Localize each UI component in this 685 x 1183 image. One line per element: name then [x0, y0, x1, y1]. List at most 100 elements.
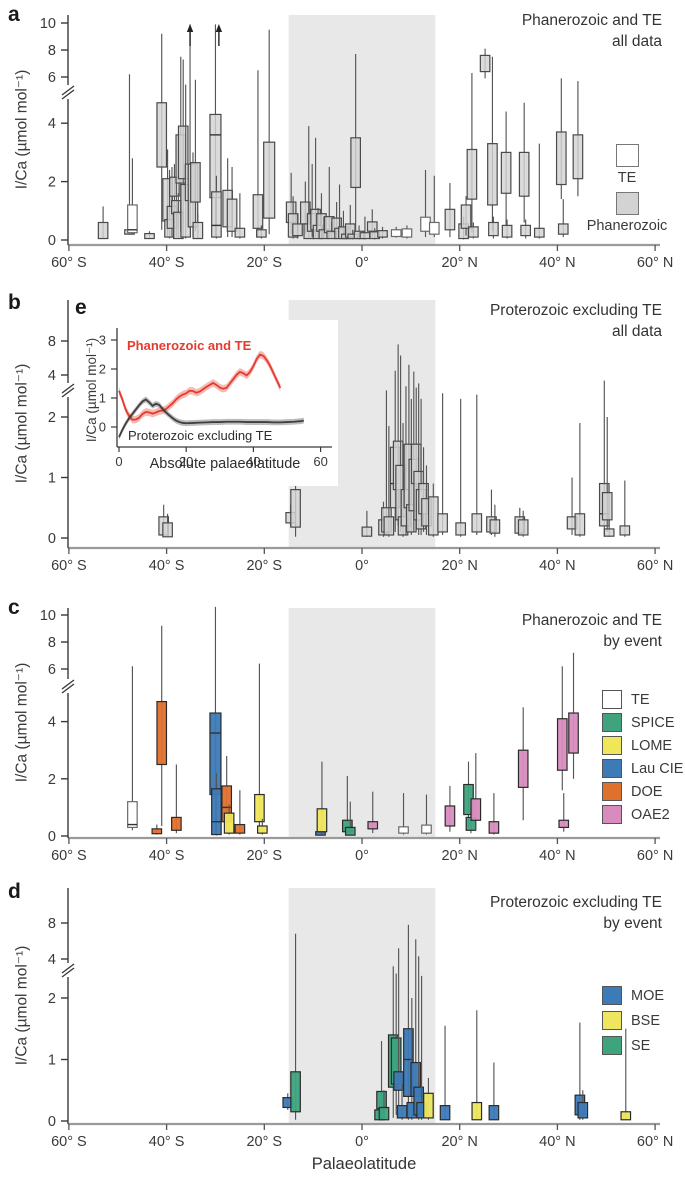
Phanerozoic-box: [377, 230, 388, 238]
legend-swatch-doe: [602, 782, 622, 801]
y-tick-label: 4: [48, 116, 56, 132]
BSE-box: [471, 1101, 483, 1121]
Proterozoic-box: [290, 489, 301, 528]
Phanerozoic-box: [500, 151, 512, 194]
TE-box: [390, 229, 402, 238]
inset-x-tick-label: 0: [115, 454, 122, 469]
Phanerozoic-box: [209, 113, 222, 199]
y-tick-label: 6: [48, 70, 56, 86]
LOME-box: [316, 808, 328, 833]
Phanerozoic-box: [466, 148, 478, 200]
y-tick-label: 6: [48, 662, 56, 678]
SPICE-box: [344, 826, 356, 836]
legend-label-te: TE: [617, 170, 637, 186]
Phanerozoic-box: [366, 221, 378, 232]
x-tick-label: 20° N: [441, 848, 477, 864]
x-tick-label: 20° N: [441, 255, 477, 271]
MOE-box: [488, 1105, 500, 1121]
axis-break-slash: [61, 89, 75, 100]
SE-box: [290, 1071, 301, 1113]
y-tick-label: 2: [48, 410, 56, 426]
Phanerozoic-box: [263, 141, 276, 219]
Proterozoic-box: [574, 513, 586, 536]
Proterozoic-box: [437, 513, 448, 533]
Phanerozoic-box: [292, 223, 303, 237]
OAE2-box: [367, 821, 379, 830]
Phanerozoic-box: [211, 191, 222, 238]
TE-box: [398, 826, 409, 834]
y-tick-label: 0: [48, 1114, 56, 1130]
panel-c-title: Phanerozoic and TE by event: [402, 610, 662, 652]
axis-break-slash: [61, 85, 75, 96]
legend-swatch-moe: [602, 986, 622, 1005]
axis-break-slash: [61, 679, 75, 690]
legend-item: TE: [602, 688, 683, 711]
y-tick-label: 10: [40, 608, 56, 624]
legend-label-phanerozoic: Phanerozoic: [586, 218, 668, 234]
legend-swatch-oae2: [602, 805, 622, 824]
OAE2-box: [568, 712, 579, 754]
inset-background: [85, 320, 338, 486]
Phanerozoic-box: [487, 143, 498, 206]
axis-break-gap: [63, 85, 73, 99]
OAE2-box: [517, 749, 529, 788]
legend-item: OAE2: [602, 803, 683, 826]
y-tick-label: 0: [48, 531, 56, 547]
TE-box: [127, 801, 138, 829]
inset-y-tick-label: 1: [99, 391, 106, 406]
legend-label: BSE: [631, 1012, 661, 1029]
x-tick-label: 20° N: [441, 1134, 477, 1150]
TE-box: [420, 216, 431, 232]
y-tick-label: 8: [48, 334, 56, 350]
panel-b-y-axis-label: I/Ca (µmol mol⁻¹): [13, 363, 31, 484]
axis-break-slash: [61, 963, 75, 974]
MOE-box: [396, 1105, 408, 1119]
axis-break-slash: [61, 967, 75, 978]
inset-red-series-label: Phanerozoic and TE: [127, 338, 252, 353]
y-tick-label: 1: [48, 1053, 56, 1069]
panel-a-title: Phanerozoic and TE all data: [402, 10, 662, 52]
x-tick-label: 60° N: [637, 558, 673, 574]
legend-label: DOE: [631, 783, 663, 800]
panel-d-legend: MOE BSE SE: [602, 983, 664, 1058]
panel-d-letter: d: [8, 880, 21, 903]
panel-a-letter: a: [8, 3, 20, 26]
Phanerozoic-box: [557, 223, 569, 235]
Phanerozoic-box: [256, 229, 267, 238]
inset-y-axis-label: I/Ca (µmol mol⁻¹): [84, 337, 99, 443]
y-tick-label: 2: [48, 772, 56, 788]
Phanerozoic-box: [226, 198, 238, 232]
x-tick-label: 60° S: [51, 1134, 87, 1150]
OAE2-box: [558, 819, 570, 829]
Proterozoic-box: [601, 492, 613, 521]
Proterozoic-box: [383, 516, 395, 536]
x-tick-label: 0°: [355, 255, 369, 271]
OAE2-box: [470, 798, 482, 821]
Phanerozoic-box: [520, 224, 531, 237]
x-tick-label: 60° S: [51, 848, 87, 864]
y-tick-label: 4: [48, 715, 56, 731]
BSE-box: [620, 1111, 632, 1121]
y-tick-label: 4: [48, 368, 56, 384]
x-tick-label: 20° S: [246, 255, 282, 271]
Phanerozoic-box: [488, 221, 499, 237]
x-tick-label: 0°: [355, 848, 369, 864]
x-tick-label: 40° N: [539, 848, 575, 864]
off-scale-arrowhead: [186, 24, 194, 32]
y-tick-label: 1: [48, 471, 56, 487]
Phanerozoic-box: [97, 221, 109, 240]
axis-break-slash: [61, 387, 75, 398]
panel-a-legend: TE Phanerozoic: [567, 138, 685, 234]
TE-box: [401, 228, 413, 238]
Proterozoic-box: [471, 513, 483, 533]
axis-break-gap: [63, 383, 73, 397]
legend-label: LOME: [631, 737, 673, 754]
panel-e-inset-plot: 0 1 2 3 0 20 40 60: [85, 320, 338, 486]
legend-item: Lau CIE: [602, 757, 683, 780]
y-tick-label: 2: [48, 991, 56, 1007]
Phanerozoic-box: [190, 162, 201, 203]
axis-break-gap: [63, 963, 73, 977]
Phanerozoic-box: [533, 227, 545, 238]
OAE2-box: [444, 805, 456, 827]
